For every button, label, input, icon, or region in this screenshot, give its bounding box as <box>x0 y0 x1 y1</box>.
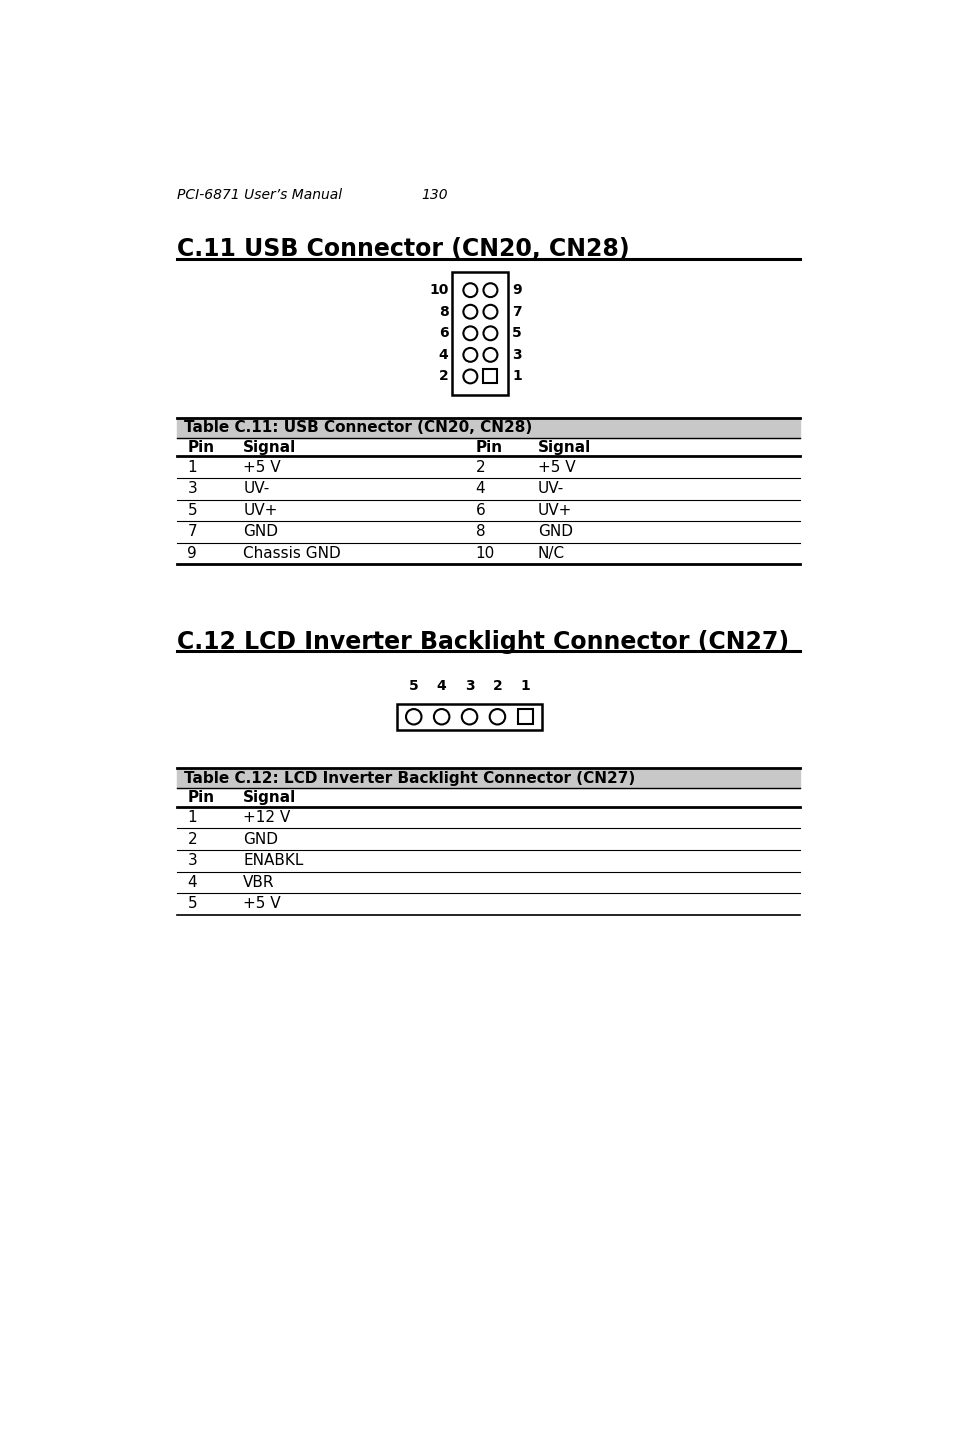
Text: 5: 5 <box>409 679 418 694</box>
Circle shape <box>461 709 476 725</box>
Text: 3: 3 <box>512 347 521 362</box>
Text: +5 V: +5 V <box>537 460 575 475</box>
Text: PCI-6871 User’s Manual: PCI-6871 User’s Manual <box>177 189 342 203</box>
Text: 9: 9 <box>512 283 521 297</box>
Text: 5: 5 <box>512 326 521 340</box>
Text: UV+: UV+ <box>537 503 572 518</box>
Text: 4: 4 <box>476 482 485 496</box>
Text: 4: 4 <box>187 875 197 889</box>
Text: 1: 1 <box>512 369 521 383</box>
Text: 1: 1 <box>187 811 197 825</box>
Text: 7: 7 <box>187 525 197 539</box>
Text: Signal: Signal <box>243 791 296 805</box>
Text: 130: 130 <box>421 189 448 203</box>
Text: Table C.11: USB Connector (CN20, CN28): Table C.11: USB Connector (CN20, CN28) <box>183 420 531 435</box>
Text: 6: 6 <box>438 326 448 340</box>
Text: Pin: Pin <box>476 440 502 455</box>
Text: 3: 3 <box>187 482 197 496</box>
Text: Chassis GND: Chassis GND <box>243 546 340 561</box>
Text: 2: 2 <box>438 369 448 383</box>
Text: 10: 10 <box>476 546 495 561</box>
Circle shape <box>434 709 449 725</box>
Text: 8: 8 <box>476 525 485 539</box>
Text: GND: GND <box>243 525 278 539</box>
Text: GND: GND <box>243 832 278 847</box>
Text: Signal: Signal <box>243 440 296 455</box>
Circle shape <box>463 347 476 362</box>
Text: +12 V: +12 V <box>243 811 291 825</box>
Bar <box>397 704 541 729</box>
Text: UV+: UV+ <box>243 503 277 518</box>
Text: 9: 9 <box>187 546 197 561</box>
Circle shape <box>463 283 476 297</box>
Text: VBR: VBR <box>243 875 274 889</box>
Circle shape <box>483 305 497 319</box>
Text: UV-: UV- <box>243 482 269 496</box>
Circle shape <box>489 709 505 725</box>
Circle shape <box>483 283 497 297</box>
Bar <box>452 272 508 395</box>
Text: ENABKL: ENABKL <box>243 854 303 868</box>
Text: 6: 6 <box>476 503 485 518</box>
Circle shape <box>463 305 476 319</box>
Text: C.11 USB Connector (CN20, CN28): C.11 USB Connector (CN20, CN28) <box>177 237 629 262</box>
Text: 8: 8 <box>438 305 448 319</box>
Text: 1: 1 <box>187 460 197 475</box>
Text: 7: 7 <box>512 305 521 319</box>
Text: C.12 LCD Inverter Backlight Connector (CN27): C.12 LCD Inverter Backlight Connector (C… <box>177 629 789 654</box>
Text: 4: 4 <box>438 347 448 362</box>
Circle shape <box>463 326 476 340</box>
Text: Pin: Pin <box>187 791 214 805</box>
Text: 2: 2 <box>187 832 197 847</box>
Text: 3: 3 <box>464 679 474 694</box>
Text: +5 V: +5 V <box>243 897 280 911</box>
Text: 1: 1 <box>520 679 530 694</box>
Circle shape <box>483 347 497 362</box>
Text: 5: 5 <box>187 503 197 518</box>
Circle shape <box>463 369 476 383</box>
Text: 2: 2 <box>476 460 485 475</box>
Text: 5: 5 <box>187 897 197 911</box>
Text: GND: GND <box>537 525 572 539</box>
Text: 3: 3 <box>187 854 197 868</box>
Text: +5 V: +5 V <box>243 460 280 475</box>
Text: N/C: N/C <box>537 546 564 561</box>
Text: Signal: Signal <box>537 440 590 455</box>
Text: 2: 2 <box>492 679 502 694</box>
Bar <box>517 709 533 725</box>
Text: Pin: Pin <box>187 440 214 455</box>
Circle shape <box>406 709 421 725</box>
Text: 10: 10 <box>429 283 448 297</box>
Text: Table C.12: LCD Inverter Backlight Connector (CN27): Table C.12: LCD Inverter Backlight Conne… <box>183 771 634 785</box>
Text: UV-: UV- <box>537 482 563 496</box>
Bar <box>483 369 497 383</box>
Circle shape <box>483 326 497 340</box>
Text: 4: 4 <box>436 679 446 694</box>
